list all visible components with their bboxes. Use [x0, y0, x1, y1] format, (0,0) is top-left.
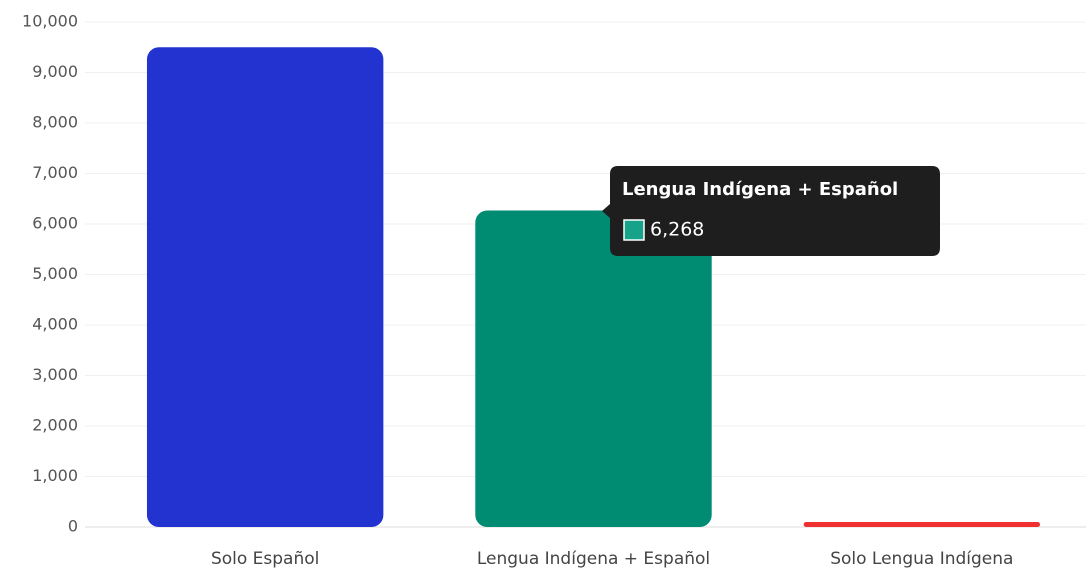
tooltip-swatch — [623, 219, 645, 241]
tooltip-value: 6,268 — [650, 219, 704, 241]
tooltip: Lengua Indígena + Español 6,268 — [602, 166, 940, 256]
y-tick-label: 9,000 — [32, 62, 78, 81]
tooltip-box — [602, 166, 940, 256]
y-tick-label: 2,000 — [32, 416, 78, 435]
bar — [146, 47, 384, 527]
x-tick-label: Solo Español — [211, 549, 319, 569]
y-tick-label: 0 — [68, 517, 78, 536]
y-tick-label: 3,000 — [32, 365, 78, 384]
bar — [475, 210, 712, 527]
y-tick-label: 10,000 — [22, 12, 78, 31]
y-tick-label: 7,000 — [32, 163, 78, 182]
tooltip-title: Lengua Indígena + Español — [622, 179, 898, 200]
bar — [803, 521, 1041, 527]
x-tick-label: Lengua Indígena + Español — [477, 549, 710, 569]
y-tick-label: 1,000 — [32, 466, 78, 485]
y-tick-label: 6,000 — [32, 214, 78, 233]
y-tick-label: 5,000 — [32, 264, 78, 283]
x-tick-label: Solo Lengua Indígena — [830, 549, 1013, 569]
y-tick-label: 8,000 — [32, 113, 78, 132]
y-tick-label: 4,000 — [32, 315, 78, 334]
plot-area: 0 1,000 2,000 3,000 4,000 5,000 6,000 7,000 8,00… — [22, 12, 1086, 569]
